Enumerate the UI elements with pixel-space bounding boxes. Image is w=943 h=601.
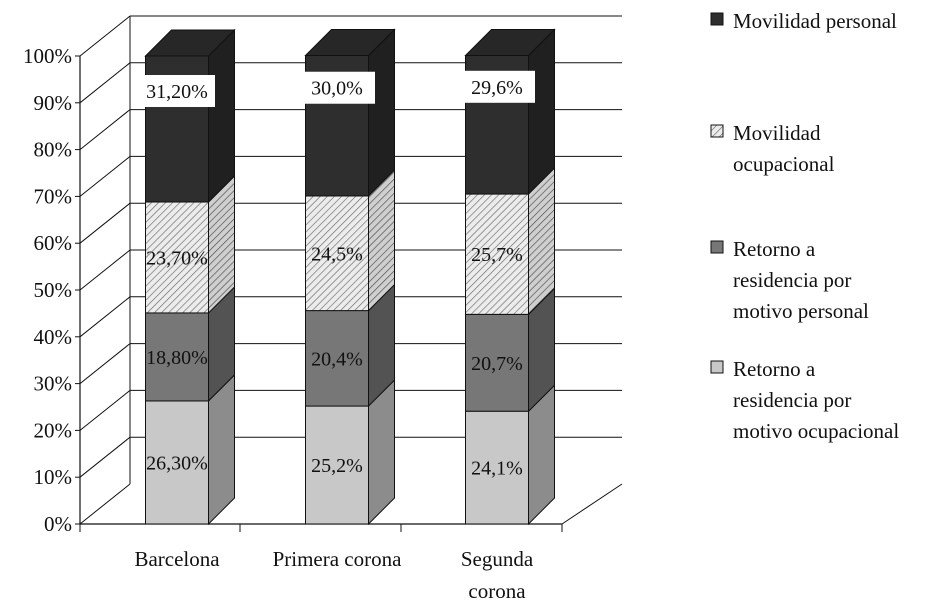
bar-segment	[145, 201, 209, 314]
data-label: 24,1%	[471, 458, 523, 480]
side-gridline	[79, 202, 131, 244]
data-label: 30,0%	[311, 78, 363, 100]
legend-label: motivo personal	[733, 299, 869, 323]
legend-label: motivo ocupacional	[733, 419, 899, 443]
y-tick-label: 50%	[34, 278, 73, 302]
data-label: 18,80%	[146, 347, 208, 369]
y-tick-label: 70%	[34, 184, 73, 208]
x-tick-label: Segunda	[461, 547, 534, 571]
bar-segment	[465, 410, 529, 525]
axes: 0% 10% 20% 30% 40% 50% 60% 70% 80% 90% 100% Barcelo…	[23, 44, 623, 601]
bar-top	[304, 29, 396, 57]
legend-label: residencia por	[733, 268, 851, 292]
data-label: 23,70%	[146, 247, 208, 269]
side-gridline	[79, 390, 131, 431]
x-tick-label: Primera corona	[273, 547, 403, 571]
data-label: 24,5%	[311, 243, 363, 265]
legend-label: residencia por	[733, 388, 851, 412]
bar-segment	[145, 312, 209, 402]
bar-segment	[305, 310, 369, 407]
side-gridline	[79, 483, 131, 525]
bar-segment	[465, 193, 529, 315]
bar-side	[528, 28, 555, 196]
legend-swatch	[710, 360, 724, 374]
x-tick-label: Barcelona	[134, 547, 220, 571]
bar-side	[368, 28, 395, 198]
y-tick-label: 0%	[44, 512, 72, 536]
side-gridline	[79, 249, 131, 291]
bar-side	[208, 28, 235, 204]
data-label: 20,7%	[471, 353, 523, 375]
side-gridline	[79, 15, 131, 57]
y-tick-label: 60%	[34, 231, 73, 255]
bar-segment	[305, 195, 369, 312]
data-label-box	[139, 75, 215, 108]
side-gridline	[79, 436, 131, 478]
data-label: 25,2%	[311, 455, 363, 477]
bar-top	[464, 29, 556, 57]
data-label: 31,20%	[146, 81, 208, 103]
y-tick-label: 40%	[34, 325, 73, 349]
legend-label: ocupacional	[733, 152, 835, 176]
data-label-box	[299, 71, 375, 104]
bar-segment	[305, 405, 369, 525]
legend-label: Retorno a	[733, 357, 816, 381]
side-gridline	[79, 296, 131, 338]
y-tick-label: 30%	[34, 372, 73, 396]
bar-top	[144, 29, 236, 57]
side-gridline	[79, 343, 131, 384]
data-label-box	[459, 70, 535, 103]
y-tick-label: 80%	[34, 138, 73, 162]
data-label: 25,7%	[471, 244, 523, 266]
y-tick-label: 20%	[34, 418, 73, 442]
side-gridline	[79, 156, 131, 197]
y-tick-label: 10%	[34, 465, 73, 489]
data-label: 20,4%	[311, 348, 363, 370]
side-gridline	[79, 109, 131, 150]
x-tick-label: corona	[468, 579, 526, 601]
data-label: 26,30%	[146, 452, 208, 474]
side-gridline	[79, 62, 131, 104]
bar-segment	[145, 400, 209, 525]
legend-label: Movilidad	[733, 121, 821, 145]
legend-label: Movilidad personal	[733, 9, 897, 33]
legend-swatch	[710, 240, 724, 254]
legend-swatch	[710, 12, 724, 26]
floor-edge	[561, 483, 623, 525]
data-label: 29,6%	[471, 77, 523, 99]
legend-swatch	[710, 124, 724, 138]
data-labels: 26,30% 18,80% 23,70% 31,20% 25,2% 20,4% 24,5% 3…	[139, 70, 535, 480]
legend-label: Retorno a	[733, 237, 816, 261]
y-tick-label: 90%	[34, 91, 73, 115]
y-tick-label: 100%	[23, 44, 72, 68]
legend: Movilidad personal Movilidad ocupacional Re…	[710, 9, 899, 443]
